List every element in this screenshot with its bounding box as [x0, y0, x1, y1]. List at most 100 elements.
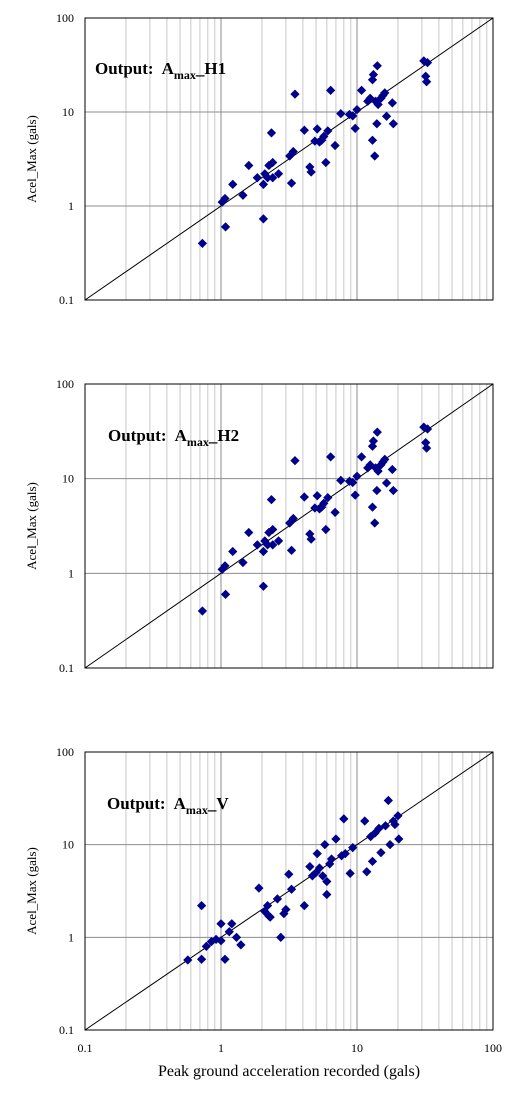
data-points — [197, 56, 433, 249]
data-point — [299, 492, 309, 502]
data-point — [422, 424, 433, 434]
data-point — [266, 128, 277, 138]
gridlines — [84, 18, 493, 301]
data-point — [312, 849, 322, 859]
data-point — [352, 104, 362, 115]
data-point — [373, 466, 383, 476]
y-axis-label: Acel_Max (gals) — [24, 115, 39, 203]
data-point — [372, 119, 382, 129]
data-point — [370, 151, 380, 161]
data-point — [339, 814, 349, 824]
data-point — [421, 443, 432, 453]
data-point — [373, 99, 383, 110]
data-point — [216, 936, 226, 946]
data-point — [281, 904, 291, 915]
data-point — [220, 193, 230, 204]
data-point — [306, 167, 316, 177]
data-point — [273, 169, 284, 179]
chart-title: Output: Amax_H2 — [108, 426, 239, 449]
data-point — [352, 471, 362, 481]
data-point — [197, 606, 208, 616]
data-point — [348, 111, 358, 121]
data-point — [216, 919, 226, 929]
data-points — [197, 422, 433, 616]
data-point — [244, 160, 254, 171]
chart-title: Output: Amax_V — [107, 794, 229, 817]
data-point — [381, 111, 392, 121]
data-point — [312, 491, 322, 501]
chart-title-prefix: Output: — [108, 426, 167, 445]
data-point — [336, 475, 346, 485]
data-point — [326, 452, 336, 462]
plot-frame — [84, 383, 494, 669]
data-point — [268, 524, 278, 535]
data-point — [252, 540, 262, 550]
chart-title-prefix: Output: — [95, 59, 154, 78]
chart-panel-1: 100 10 1 0.1 Acel_Max (gals) Output: Amax_H1 — [24, 11, 494, 307]
data-points — [183, 795, 404, 965]
data-point — [387, 464, 397, 475]
x-tick-label: 100 — [484, 1041, 502, 1055]
data-point — [380, 88, 390, 98]
data-point — [388, 485, 398, 496]
y-tick-label: 10 — [62, 838, 74, 852]
data-point — [318, 871, 328, 881]
x-axis-label: Peak ground acceleration recorded (gals) — [158, 1063, 420, 1080]
data-point — [220, 561, 230, 571]
data-point — [273, 536, 284, 546]
data-point — [252, 173, 262, 183]
y-tick-label: 100 — [56, 11, 74, 25]
data-point — [421, 77, 432, 87]
x-tick-label: 1 — [218, 1041, 224, 1055]
data-point — [322, 889, 332, 900]
data-point — [266, 495, 277, 505]
data-point — [372, 427, 382, 437]
data-point — [236, 940, 246, 950]
data-point — [288, 146, 298, 157]
y-tick-label: 100 — [56, 745, 74, 759]
y-tick-label: 0.1 — [59, 1023, 74, 1037]
data-point — [322, 876, 332, 887]
data-point — [323, 493, 333, 503]
data-point — [305, 861, 315, 872]
data-point — [314, 863, 325, 873]
data-point — [326, 85, 336, 95]
chart-title-subscript: max — [174, 68, 196, 82]
data-point — [265, 912, 275, 922]
data-point — [360, 816, 370, 826]
data-point — [383, 795, 393, 806]
chart-title-prefix: Output: — [107, 794, 166, 813]
data-point — [380, 821, 391, 831]
data-point — [258, 546, 269, 557]
chart-title-main: A — [174, 794, 187, 813]
data-point — [201, 941, 211, 951]
data-point — [388, 119, 398, 129]
data-point — [197, 238, 208, 249]
data-point — [323, 126, 333, 136]
chart-panel-3: 100 10 1 0.1 0.1 1 10 100 Acel_Max (gals) Output:… — [24, 745, 502, 1055]
data-point — [356, 452, 367, 462]
data-point — [385, 840, 395, 850]
data-point — [258, 214, 269, 224]
data-point — [320, 840, 330, 850]
data-point — [365, 93, 375, 103]
data-point — [368, 69, 379, 80]
y-axis-label: Acel_Max (gals) — [24, 482, 39, 570]
chart-title-subscript: max — [186, 803, 208, 817]
data-point — [238, 190, 248, 200]
chart-title-main: A — [162, 59, 175, 78]
data-point — [220, 589, 231, 599]
chart-title-main: A — [175, 426, 188, 445]
data-point — [220, 222, 231, 232]
data-point — [367, 135, 378, 145]
data-point — [362, 867, 372, 877]
data-point — [372, 485, 382, 496]
data-point — [227, 919, 237, 929]
data-point — [244, 527, 254, 538]
data-point — [286, 178, 297, 188]
data-point — [381, 478, 392, 488]
data-point — [368, 436, 379, 446]
data-point — [196, 900, 207, 911]
chart-panel-2: 100 10 1 0.1 Acel_Max (gals) Output: Amax_H2 — [24, 377, 494, 675]
data-point — [288, 513, 298, 524]
